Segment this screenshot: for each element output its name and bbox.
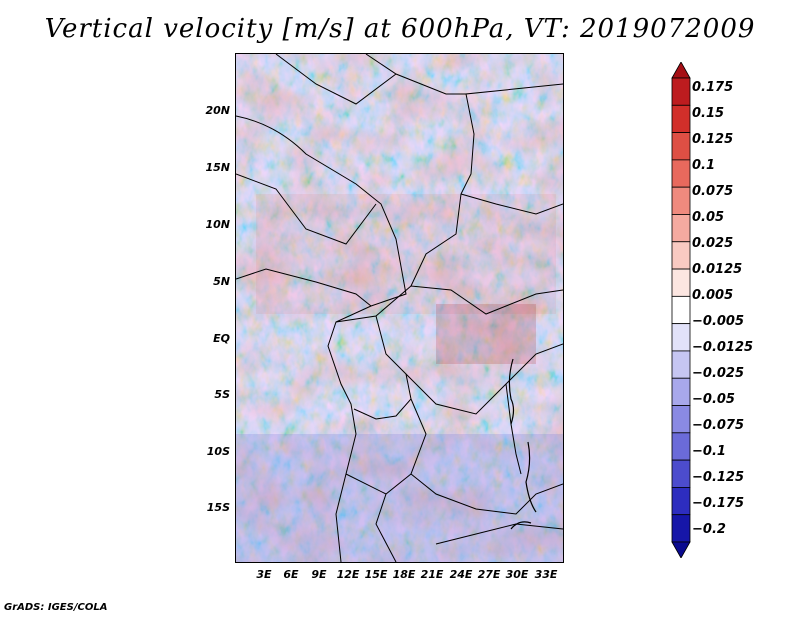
lon-label-21e: 21E [420, 568, 444, 581]
colorbar-segment-11 [671, 350, 691, 379]
map-panel [235, 53, 564, 563]
colorbar-segment-3 [671, 132, 691, 161]
colorbar-segment-5 [671, 186, 691, 215]
colorbar-label-10: −0.0125 [692, 340, 754, 355]
colorbar-segment-13 [671, 405, 691, 434]
colorbar-segment-8 [671, 268, 691, 297]
colorbar-label-6: 0.025 [692, 236, 734, 251]
colorbar-segment-4 [671, 159, 691, 188]
lon-label-3e: 3E [256, 568, 272, 581]
lon-label-27e: 27E [477, 568, 501, 581]
colorbar-label-11: −0.025 [692, 366, 745, 381]
lon-label-33e: 33E [534, 568, 558, 581]
colorbar-label-12: −0.05 [692, 392, 735, 407]
lat-label-10s: 10S [206, 445, 230, 458]
colorbar-segment-18 [671, 541, 691, 558]
colorbar-segment-15 [671, 459, 691, 488]
colorbar-segment-2 [671, 104, 691, 133]
velocity-field [236, 54, 563, 562]
colorbar-label-9: −0.005 [692, 314, 745, 329]
colorbar-label-1: 0.15 [692, 106, 725, 121]
map-title: Vertical velocity [m/s] at 600hPa, VT: 2… [44, 14, 756, 44]
colorbar-segment-1 [671, 77, 691, 106]
lat-label-15n: 15N [205, 161, 230, 174]
colorbar-label-16: −0.175 [692, 496, 745, 511]
lon-label-9e: 9E [311, 568, 327, 581]
lon-label-24e: 24E [449, 568, 473, 581]
lon-label-18e: 18E [392, 568, 416, 581]
lat-label-5n: 5N [213, 275, 230, 288]
colorbar-segment-12 [671, 377, 691, 406]
colorbar-label-15: −0.125 [692, 470, 745, 485]
colorbar-segment-0 [671, 62, 691, 79]
colorbar-label-0: 0.175 [692, 80, 734, 95]
lat-label-eq: EQ [213, 332, 230, 345]
colorbar-segment-16 [671, 487, 691, 516]
colorbar-label-14: −0.1 [692, 444, 726, 459]
lon-label-12e: 12E [336, 568, 360, 581]
colorbar-label-13: −0.075 [692, 418, 745, 433]
colorbar-label-5: 0.05 [692, 210, 725, 225]
colorbar-label-17: −0.2 [692, 522, 726, 537]
colorbar-label-7: 0.0125 [692, 262, 743, 277]
colorbar-label-8: 0.005 [692, 288, 734, 303]
lon-label-6e: 6E [283, 568, 299, 581]
lon-label-30e: 30E [505, 568, 529, 581]
colorbar-segment-9 [671, 295, 691, 325]
colorbar-segment-17 [671, 514, 691, 543]
colorbar-segment-10 [671, 323, 691, 352]
lon-label-15e: 15E [364, 568, 388, 581]
lat-label-15s: 15S [206, 501, 230, 514]
colorbar-label-2: 0.125 [692, 132, 734, 147]
colorbar-label-3: 0.1 [692, 158, 716, 173]
colorbar-segment-7 [671, 241, 691, 270]
lat-label-10n: 10N [205, 218, 230, 231]
grads-credit: GrADS: IGES/COLA [4, 602, 108, 613]
colorbar [671, 62, 691, 558]
colorbar-segment-6 [671, 214, 691, 243]
lat-label-5s: 5S [214, 388, 230, 401]
colorbar-segment-14 [671, 432, 691, 461]
colorbar-label-4: 0.075 [692, 184, 734, 199]
lat-label-20n: 20N [205, 104, 230, 117]
